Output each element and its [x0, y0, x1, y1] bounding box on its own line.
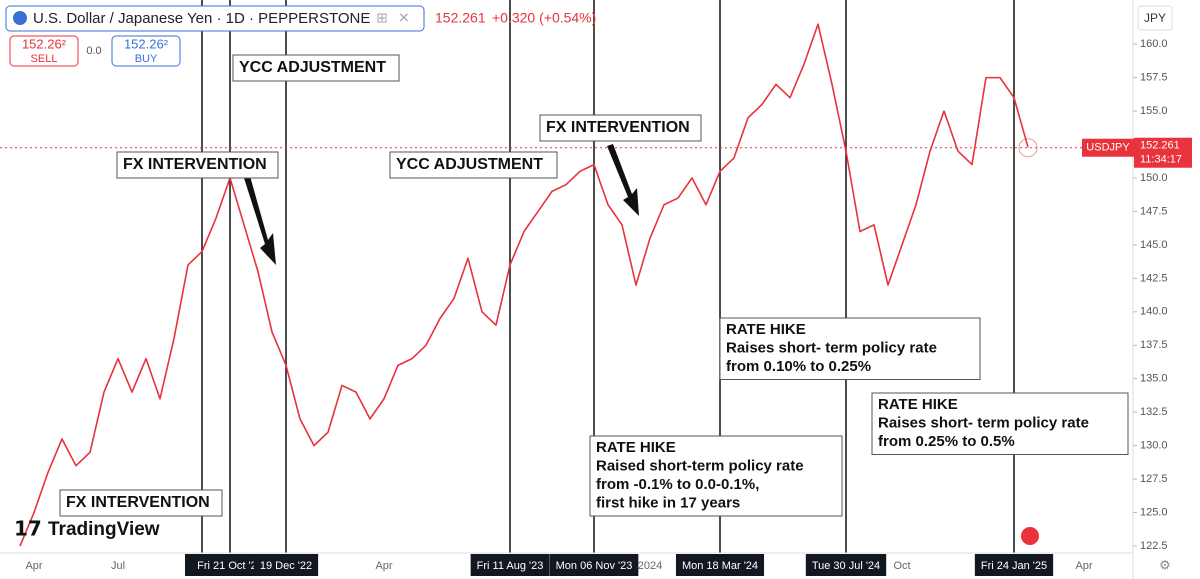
- price-line: [19, 23, 1029, 547]
- buy-button[interactable]: [111, 35, 181, 67]
- symbol-title: U.S. Dollar / Japanese Yen · 1D · PEPPER…: [33, 10, 370, 27]
- x-tick-label: Fri 11 Aug '23: [477, 560, 544, 572]
- y-tick-label: 135.0: [1140, 373, 1168, 385]
- x-tick-box: [675, 554, 765, 576]
- x-tick-label: Jul: [111, 560, 125, 572]
- annotation-box: [59, 489, 223, 517]
- annotation-box: [539, 114, 702, 142]
- y-tick-label: 155.0: [1140, 105, 1168, 117]
- countdown: 11:34:17: [1140, 154, 1182, 166]
- last-price-halo: [1018, 138, 1038, 158]
- annotation-box: [719, 317, 981, 380]
- annotation-text: Raised short-term policy rate: [596, 457, 804, 474]
- annotation-text: from -0.1% to 0.0-0.1%,: [596, 476, 759, 493]
- y-tick-label: 160.0: [1140, 38, 1168, 50]
- price-tag: 152.261: [1140, 140, 1180, 152]
- logo: TradingView: [48, 519, 160, 540]
- x-tick-label: Fri 24 Jan '25: [981, 560, 1047, 572]
- x-tick-box: [805, 554, 887, 576]
- annotation-text: RATE HIKE: [878, 396, 958, 413]
- sell-button[interactable]: [9, 35, 79, 67]
- price-tag-bg: [1134, 137, 1192, 168]
- annotation-text: FX INTERVENTION: [123, 156, 267, 173]
- x-tick-box: [253, 554, 319, 576]
- x-tick-box: [974, 554, 1054, 576]
- settings-icon[interactable]: ⚙: [1159, 557, 1171, 572]
- y-tick-label: 150.0: [1140, 172, 1168, 184]
- event-icon[interactable]: [1021, 527, 1039, 545]
- annotation-box: [589, 435, 843, 517]
- annotation-box: [389, 151, 558, 179]
- x-tick-box: [191, 554, 269, 576]
- y-tick-label: 147.5: [1140, 205, 1168, 217]
- y-tick-label: 142.5: [1140, 272, 1168, 284]
- x-tick-label: Apr: [375, 560, 392, 572]
- price-tag-name: USDJPY: [1086, 142, 1130, 154]
- y-tick-label: 132.5: [1140, 406, 1168, 418]
- annotation-text: RATE HIKE: [726, 321, 806, 338]
- annotation-text: YCC ADJUSTMENT: [239, 59, 386, 76]
- x-tick-label: 2024: [638, 560, 662, 572]
- sell-label: SELL: [31, 53, 58, 65]
- y-tick-label: 122.5: [1140, 540, 1168, 552]
- x-tick-label: Apr: [1075, 560, 1092, 572]
- annotation-text: first hike in 17 years: [596, 494, 740, 511]
- annotation-box: [871, 392, 1129, 455]
- annotation-text: from 0.10% to 0.25%: [726, 358, 871, 375]
- icon: ✕: [398, 10, 410, 26]
- annotation-box: [232, 54, 400, 82]
- y-tick-label: 140.0: [1140, 306, 1168, 318]
- annotation-text: from 0.25% to 0.5%: [878, 433, 1015, 450]
- y-tick-label: 145.0: [1140, 239, 1168, 251]
- last-price: 152.261: [435, 10, 486, 26]
- x-tick-label: 19 Dec '22: [260, 560, 312, 572]
- annotation-text: Raises short- term policy rate: [726, 339, 937, 356]
- annotation-text: YCC ADJUSTMENT: [396, 156, 543, 173]
- icon: ⊞: [376, 10, 388, 26]
- flag-icon: [13, 11, 27, 25]
- arrow: [244, 176, 276, 265]
- spread: 0.0: [86, 45, 101, 57]
- y-tick-label: 157.5: [1140, 72, 1168, 84]
- buy-price: 152.26²: [124, 36, 169, 51]
- logo-mark: 𝟭𝟳: [14, 518, 42, 540]
- y-tick-label: 125.0: [1140, 506, 1168, 518]
- x-tick-label: Oct: [893, 560, 910, 572]
- y-tick-label: 130.0: [1140, 440, 1168, 452]
- price-change: +0.320 (+0.54%): [492, 10, 596, 26]
- currency: JPY: [1144, 11, 1166, 25]
- y-tick-label: 137.5: [1140, 339, 1168, 351]
- annotation-text: FX INTERVENTION: [66, 494, 210, 511]
- currency-box[interactable]: [1137, 5, 1173, 31]
- symbol-box[interactable]: [5, 5, 425, 32]
- y-tick-label: 127.5: [1140, 473, 1168, 485]
- arrow: [607, 144, 639, 216]
- buy-label: BUY: [135, 53, 158, 65]
- x-tick-box: [470, 554, 550, 576]
- x-tick-label: Apr: [25, 560, 42, 572]
- sell-price: 152.26²: [22, 36, 67, 51]
- annotation-text: RATE HIKE: [596, 439, 676, 456]
- annotation-text: Raises short- term policy rate: [878, 414, 1089, 431]
- annotation-box: [116, 151, 279, 179]
- x-tick-label: Tue 30 Jul '24: [812, 560, 880, 572]
- annotation-text: FX INTERVENTION: [546, 119, 690, 136]
- x-tick-label: Mon 18 Mar '24: [682, 560, 758, 572]
- x-tick-box: [549, 554, 639, 576]
- price-tag-name-bg: [1082, 138, 1134, 157]
- x-tick-label: Fri 21 Oct '22: [197, 560, 263, 572]
- x-tick-label: Mon 06 Nov '23: [556, 560, 633, 572]
